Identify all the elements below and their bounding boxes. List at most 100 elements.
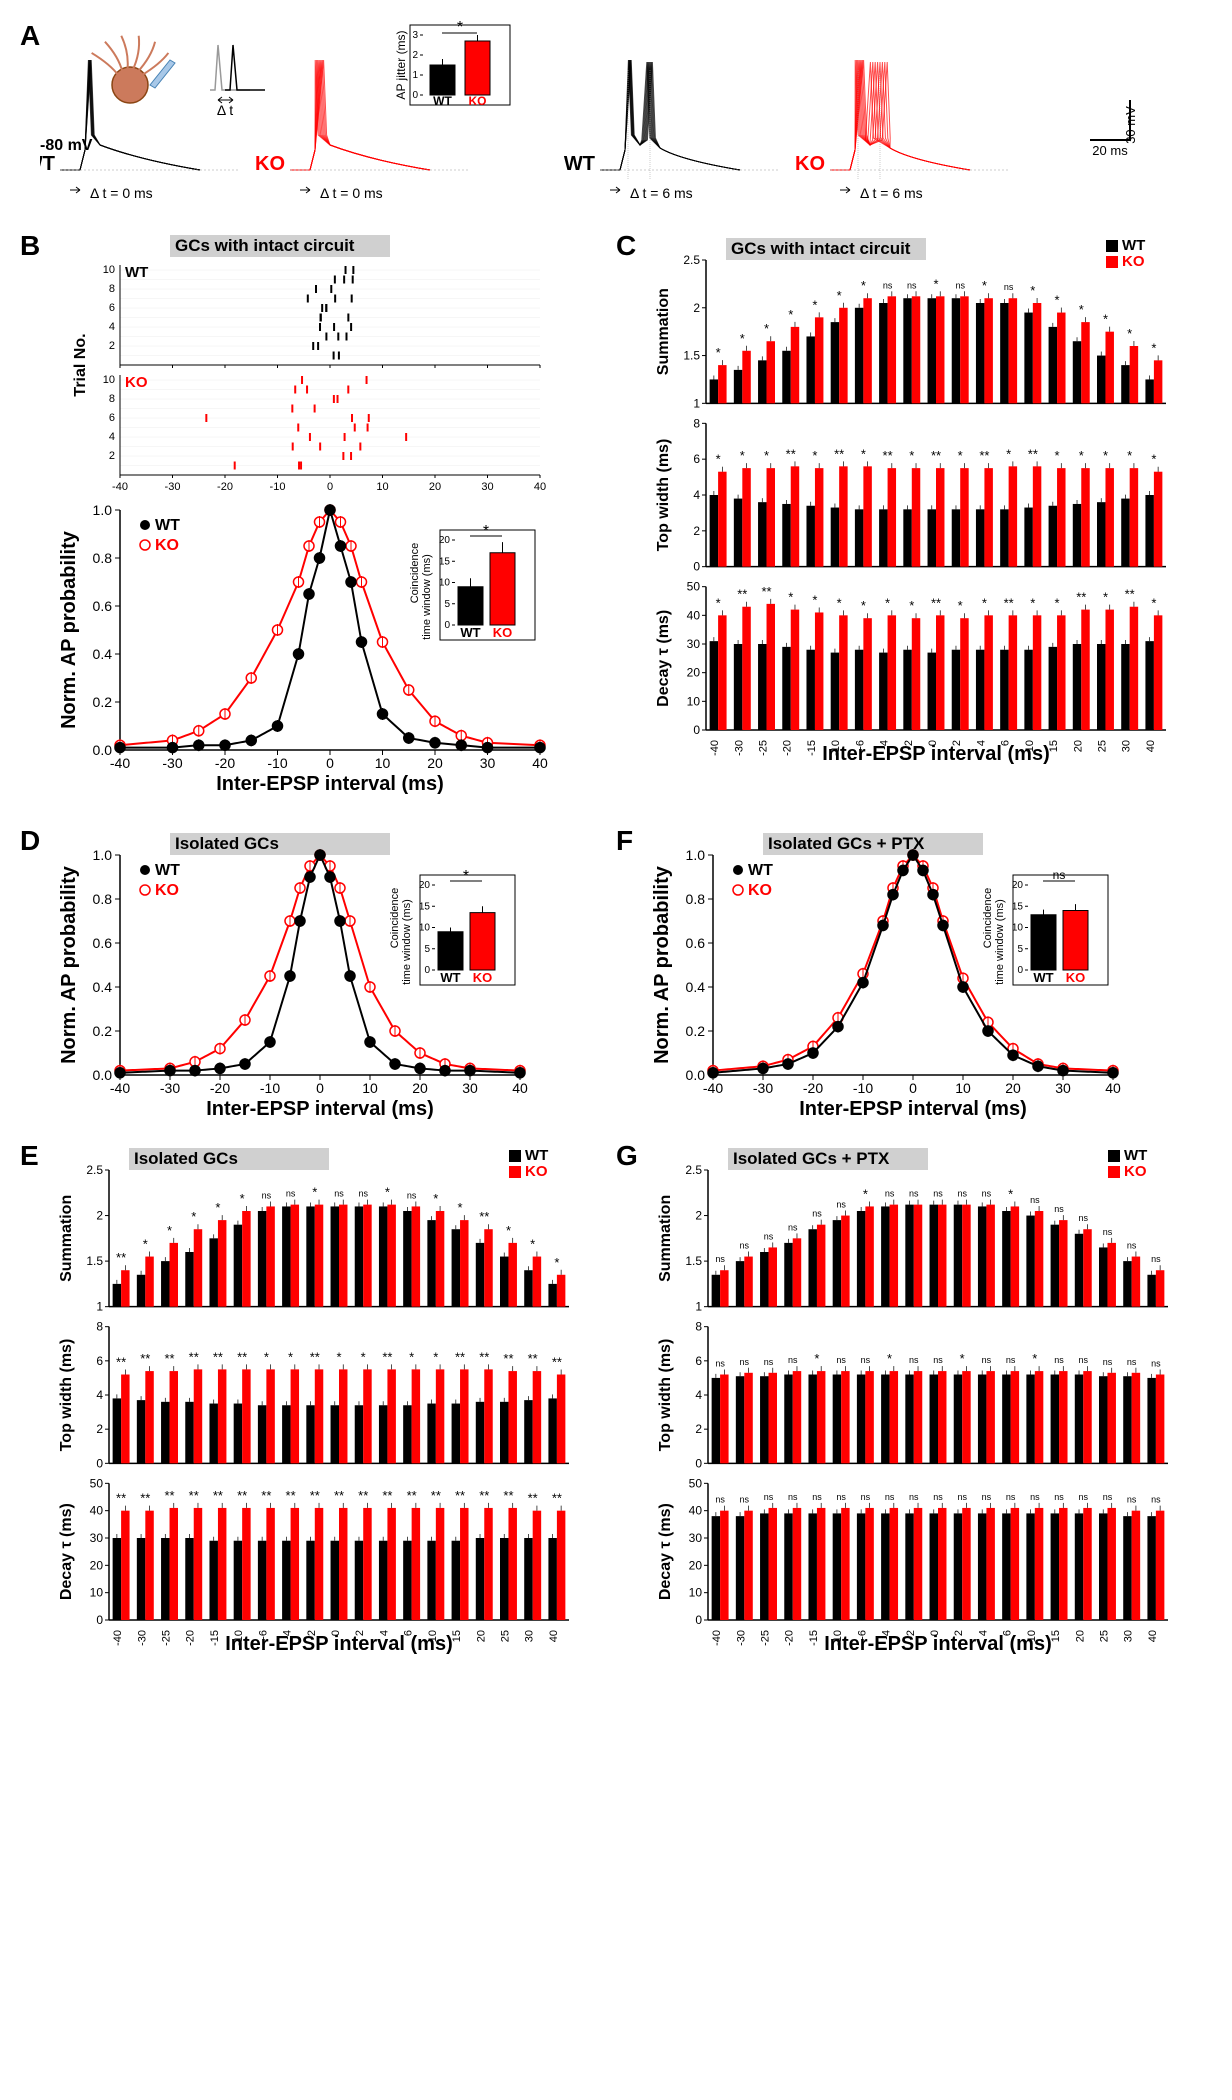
- svg-text:-25: -25: [160, 1630, 172, 1646]
- svg-text:20: 20: [475, 1630, 487, 1642]
- svg-text:15: 15: [1050, 1630, 1062, 1642]
- svg-text:*: *: [191, 1209, 196, 1224]
- svg-text:WT: WT: [748, 862, 773, 879]
- svg-text:**: **: [479, 1349, 489, 1364]
- svg-text:-10: -10: [270, 481, 286, 493]
- svg-text:Top width (ms): Top width (ms): [58, 1339, 75, 1452]
- svg-text:10: 10: [362, 1080, 378, 1096]
- svg-text:Inter-EPSP interval (ms): Inter-EPSP interval (ms): [206, 1098, 433, 1120]
- svg-text:ns: ns: [933, 1355, 943, 1365]
- svg-text:0.4: 0.4: [686, 979, 706, 995]
- svg-text:ns: ns: [885, 1189, 895, 1199]
- svg-text:20: 20: [412, 1080, 428, 1096]
- svg-text:30: 30: [89, 1531, 103, 1545]
- svg-text:0: 0: [96, 1456, 103, 1470]
- svg-text:ns: ns: [1004, 282, 1014, 292]
- svg-text:*: *: [457, 1200, 462, 1215]
- svg-text:ns: ns: [981, 1492, 991, 1502]
- svg-text:ns: ns: [909, 1355, 919, 1365]
- svg-text:Inter-EPSP interval (ms): Inter-EPSP interval (ms): [824, 1633, 1051, 1655]
- svg-text:-30: -30: [136, 1630, 148, 1646]
- svg-text:*: *: [909, 448, 914, 463]
- svg-text:0.6: 0.6: [93, 598, 113, 614]
- svg-text:-15: -15: [209, 1630, 221, 1646]
- svg-text:*: *: [1055, 293, 1060, 308]
- svg-text:ns: ns: [715, 1495, 725, 1505]
- svg-text:10: 10: [687, 694, 701, 708]
- svg-text:*: *: [1152, 595, 1157, 610]
- svg-text:ns: ns: [836, 1200, 846, 1210]
- svg-text:**: **: [285, 1488, 295, 1503]
- svg-text:ns: ns: [739, 1357, 749, 1367]
- svg-text:**: **: [406, 1488, 416, 1503]
- svg-text:40: 40: [1147, 1630, 1159, 1642]
- panel-c-svg: GCs with intact circuitWTKO11.522.5*****…: [636, 230, 1196, 810]
- svg-text:15: 15: [419, 901, 431, 912]
- svg-text:2: 2: [695, 1422, 702, 1436]
- svg-text:Coincidence: Coincidence: [389, 888, 401, 949]
- svg-text:*: *: [909, 598, 914, 613]
- svg-text:**: **: [1125, 587, 1135, 602]
- svg-text:WT: WT: [525, 1147, 548, 1164]
- svg-text:20: 20: [1005, 1080, 1021, 1096]
- svg-text:ns: ns: [1030, 1195, 1040, 1205]
- svg-text:**: **: [834, 446, 844, 461]
- svg-text:-20: -20: [184, 1630, 196, 1646]
- svg-text:WT: WT: [441, 970, 461, 985]
- svg-text:ns: ns: [788, 1492, 798, 1502]
- svg-text:*: *: [958, 598, 963, 613]
- svg-text:Top width (ms): Top width (ms): [655, 439, 672, 552]
- svg-text:50: 50: [687, 580, 701, 594]
- svg-text:Δ t = 6 ms: Δ t = 6 ms: [630, 185, 693, 201]
- svg-text:**: **: [237, 1488, 247, 1503]
- panel-g-svg: Isolated GCs + PTXWTKO11.522.5nsnsnsnsns…: [638, 1140, 1198, 1700]
- svg-text:6: 6: [109, 302, 115, 314]
- svg-text:30 mV: 30 mV: [1123, 106, 1138, 144]
- svg-text:-30: -30: [165, 481, 181, 493]
- svg-text:time window (ms): time window (ms): [421, 554, 433, 640]
- svg-text:**: **: [188, 1349, 198, 1364]
- svg-text:2: 2: [96, 1422, 103, 1436]
- svg-text:*: *: [934, 276, 939, 291]
- svg-text:10: 10: [103, 264, 115, 276]
- svg-text:ns: ns: [1151, 1359, 1161, 1369]
- svg-text:ns: ns: [334, 1189, 344, 1199]
- svg-text:*: *: [1008, 1186, 1013, 1201]
- svg-text:-30: -30: [734, 740, 746, 756]
- svg-text:-80 mV: -80 mV: [40, 137, 93, 154]
- panel-d-svg: Isolated GCs-40-30-20-100102030400.00.20…: [40, 825, 600, 1125]
- svg-text:*: *: [215, 1200, 220, 1215]
- svg-text:-40: -40: [112, 1630, 124, 1646]
- svg-text:0.0: 0.0: [686, 1067, 706, 1083]
- svg-text:ns: ns: [836, 1492, 846, 1502]
- svg-text:3: 3: [413, 30, 419, 41]
- svg-text:2.5: 2.5: [684, 253, 701, 267]
- svg-text:1: 1: [96, 1300, 103, 1314]
- svg-text:ns: ns: [981, 1189, 991, 1199]
- svg-text:8: 8: [695, 1320, 702, 1334]
- svg-text:ns: ns: [788, 1222, 798, 1232]
- svg-text:ns: ns: [812, 1209, 822, 1219]
- svg-text:**: **: [358, 1488, 368, 1503]
- svg-text:Trial No.: Trial No.: [72, 333, 89, 396]
- svg-text:1: 1: [695, 1300, 702, 1314]
- svg-text:ns: ns: [1102, 1492, 1112, 1502]
- svg-text:-10: -10: [260, 1080, 280, 1096]
- svg-text:*: *: [1032, 1351, 1037, 1366]
- svg-text:*: *: [959, 1351, 964, 1366]
- svg-text:Isolated GCs: Isolated GCs: [175, 834, 279, 853]
- svg-text:KO: KO: [125, 374, 148, 391]
- svg-text:-40: -40: [711, 1630, 723, 1646]
- svg-text:ns: ns: [739, 1241, 749, 1251]
- svg-text:-20: -20: [803, 1080, 823, 1096]
- svg-text:40: 40: [688, 1504, 702, 1518]
- svg-text:WT: WT: [155, 517, 180, 534]
- svg-text:4: 4: [109, 431, 115, 443]
- svg-text:KO: KO: [473, 970, 493, 985]
- svg-text:-30: -30: [160, 1080, 180, 1096]
- svg-text:Norm. AP probability: Norm. AP probability: [58, 530, 80, 729]
- svg-text:*: *: [813, 448, 818, 463]
- svg-text:0: 0: [326, 755, 334, 771]
- svg-text:*: *: [813, 592, 818, 607]
- svg-text:0: 0: [1018, 965, 1024, 976]
